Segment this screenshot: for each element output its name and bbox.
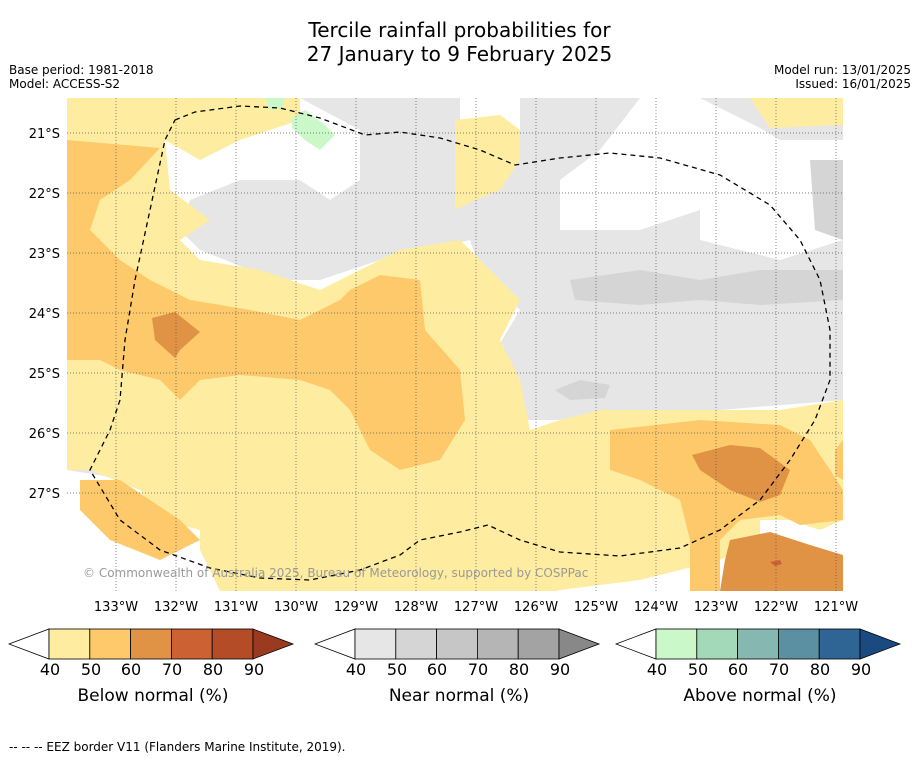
lon-label: 130°W: [274, 600, 318, 615]
lat-label: 23°S: [29, 247, 60, 262]
colorbar-below-normal: [8, 628, 295, 660]
lat-axis-labels: 21°S 22°S 23°S 24°S 25°S 26°S 27°S: [29, 127, 60, 502]
colorbar-box: [818, 628, 861, 660]
tick: 50: [80, 660, 102, 679]
copyright-text: © Commonwealth of Australia 2025, Bureau…: [83, 566, 588, 580]
title-line-2: 27 January to 9 February 2025: [306, 42, 613, 66]
tick: 40: [345, 660, 367, 679]
lat-label: 27°S: [29, 487, 60, 502]
tick: 90: [850, 660, 872, 679]
tick: 70: [768, 660, 790, 679]
tick: 60: [426, 660, 448, 679]
colorbar-box: [436, 628, 478, 660]
colorbar-box: [130, 628, 172, 660]
colorbar-extend-low: [314, 628, 356, 660]
lon-label: 123°W: [694, 600, 738, 615]
tick: 60: [120, 660, 142, 679]
colorbar-box: [395, 628, 438, 660]
colorbar-extend-low: [615, 628, 657, 660]
lon-label: 122°W: [754, 600, 798, 615]
colorbar-extend-high: [859, 628, 902, 660]
grid-lines: [67, 98, 843, 591]
colorbar-box: [655, 628, 698, 660]
colorbar-box: [89, 628, 132, 660]
colorbar-box: [354, 628, 397, 660]
title-line-1: Tercile rainfall probabilities for: [308, 18, 611, 42]
below-normal-50-north: [455, 115, 520, 210]
lat-label: 24°S: [29, 307, 60, 322]
tick: 90: [549, 660, 571, 679]
below-normal-60-east: [835, 440, 843, 480]
colorbar-near-normal: [314, 628, 601, 660]
meta-right: Model run: 13/01/2025 Issued: 16/01/2025: [774, 63, 911, 91]
colorbar-title-near: Near normal (%): [388, 686, 530, 706]
colorbar-extend-high: [558, 628, 601, 660]
colorbar-box: [476, 628, 519, 660]
lat-label: 21°S: [29, 127, 60, 142]
meta-left: Base period: 1981-2018 Model: ACCESS-S2: [9, 63, 154, 91]
tick: 80: [508, 660, 530, 679]
tick: 80: [809, 660, 831, 679]
issued-date: Issued: 16/01/2025: [795, 77, 911, 91]
base-period: Base period: 1981-2018: [9, 63, 154, 77]
lon-label: 131°W: [214, 600, 258, 615]
below-normal-60-sw: [80, 480, 200, 560]
lon-label: 129°W: [334, 600, 378, 615]
colorbar-title-above: Above normal (%): [683, 686, 837, 706]
tick: 50: [386, 660, 408, 679]
tick: 60: [727, 660, 749, 679]
below-normal-50-ne: [750, 98, 843, 128]
footer-note: -- -- -- EEZ border V11 (Flanders Marine…: [9, 740, 346, 754]
below-normal-70-south: [720, 532, 843, 591]
colorbar-box: [517, 628, 560, 660]
colorbar-box: [696, 628, 739, 660]
colorbar-above-normal: [615, 628, 902, 660]
above-normal-region-2: [265, 98, 285, 110]
above-normal-region-1: [292, 110, 335, 150]
lat-label: 25°S: [29, 367, 60, 382]
colorbar-box: [48, 628, 91, 660]
tick: 70: [467, 660, 489, 679]
colorbar-box: [170, 628, 213, 660]
below-normal-60-west: [67, 140, 465, 470]
rainfall-map: © Commonwealth of Australia 2025, Bureau…: [29, 98, 858, 615]
colorbar-title-below: Below normal (%): [77, 686, 229, 706]
tick: 50: [687, 660, 709, 679]
below-normal-70-se: [692, 445, 790, 502]
lon-label: 133°W: [94, 600, 138, 615]
lon-label: 128°W: [394, 600, 438, 615]
colorbar-extend-high: [252, 628, 295, 660]
tick: 80: [202, 660, 224, 679]
tick: 70: [161, 660, 183, 679]
colorbar-extend-low: [8, 628, 50, 660]
map-title: Tercile rainfall probabilities for 27 Ja…: [0, 18, 919, 66]
tick: 90: [243, 660, 265, 679]
below-normal-60-se: [610, 420, 843, 591]
near-normal-region-north: [180, 98, 843, 420]
tick: 40: [39, 660, 61, 679]
lon-label: 121°W: [814, 600, 858, 615]
below-normal-50-west: [67, 98, 300, 160]
near-normal-core-3: [810, 160, 843, 240]
near-normal-core-1: [570, 270, 843, 305]
colorbar-box: [737, 628, 779, 660]
model-run: Model run: 13/01/2025: [773, 63, 911, 77]
lon-label: 126°W: [514, 600, 558, 615]
lat-label: 22°S: [29, 187, 60, 202]
lat-label: 26°S: [29, 427, 60, 442]
tick: 40: [646, 660, 668, 679]
map-regions: [67, 98, 843, 591]
lon-label: 124°W: [634, 600, 678, 615]
model-name: Model: ACCESS-S2: [9, 77, 121, 91]
colorbar-box: [211, 628, 254, 660]
eez-border-west: [89, 105, 831, 581]
lon-label: 127°W: [454, 600, 498, 615]
lon-label: 125°W: [574, 600, 618, 615]
lon-axis-labels: 133°W 132°W 131°W 130°W 129°W 128°W 127°…: [94, 600, 858, 615]
lon-label: 132°W: [154, 600, 198, 615]
colorbar-box: [777, 628, 820, 660]
